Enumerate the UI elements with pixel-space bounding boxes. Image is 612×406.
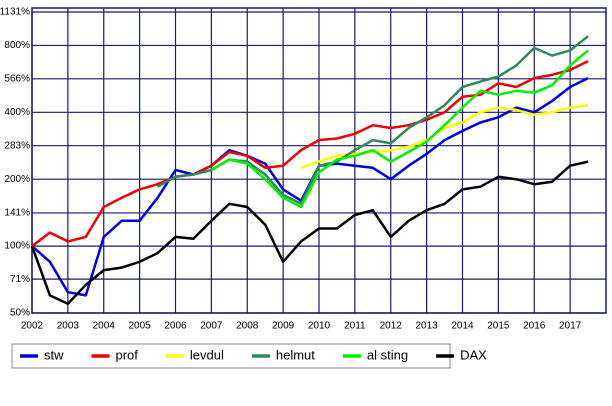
x-tick-label: 2010 <box>308 321 331 332</box>
x-tick-label: 2006 <box>164 321 187 332</box>
x-tick-label: 2009 <box>272 321 295 332</box>
y-tick-label: 566% <box>4 73 30 84</box>
x-tick-label: 2002 <box>21 321 44 332</box>
x-tick-label: 2011 <box>344 321 366 332</box>
y-tick-label: 400% <box>4 107 30 118</box>
x-tick-label: 2017 <box>559 321 582 332</box>
legend: stw prof levdul helmut al sting DAX <box>11 343 487 369</box>
x-tick-label: 2007 <box>200 321 223 332</box>
y-tick-label: 283% <box>4 140 30 151</box>
series-line <box>30 160 589 306</box>
x-tick-label: 2012 <box>380 321 403 332</box>
x-tick-label: 2008 <box>236 321 259 332</box>
x-tick-label: 2005 <box>129 321 152 332</box>
legend-label: stw <box>44 347 64 362</box>
series-line <box>31 59 589 248</box>
legend-label: helmut <box>276 347 315 362</box>
y-tick-label: 50% <box>10 308 30 319</box>
x-tick-label: 2013 <box>416 321 439 332</box>
x-tick-label: 2016 <box>523 321 546 332</box>
y-tick-label: 800% <box>4 40 30 51</box>
y-tick-label: 141% <box>4 208 30 219</box>
legend-label: prof <box>116 347 139 362</box>
series-line <box>210 49 589 209</box>
x-tick-label: 2014 <box>451 321 474 332</box>
x-tick-label: 2004 <box>93 321 116 332</box>
legend-box <box>11 343 451 369</box>
x-tick-label: 2003 <box>57 321 80 332</box>
legend-label: levdul <box>190 347 224 362</box>
y-tick-label: 71% <box>10 274 30 285</box>
legend-label: DAX <box>460 347 487 362</box>
y-tick-label: 1131% <box>0 7 30 18</box>
y-tick-label: 200% <box>4 174 30 185</box>
x-tick-label: 2015 <box>487 321 510 332</box>
y-tick-label: 100% <box>4 241 30 252</box>
legend-label: al sting <box>367 347 408 362</box>
